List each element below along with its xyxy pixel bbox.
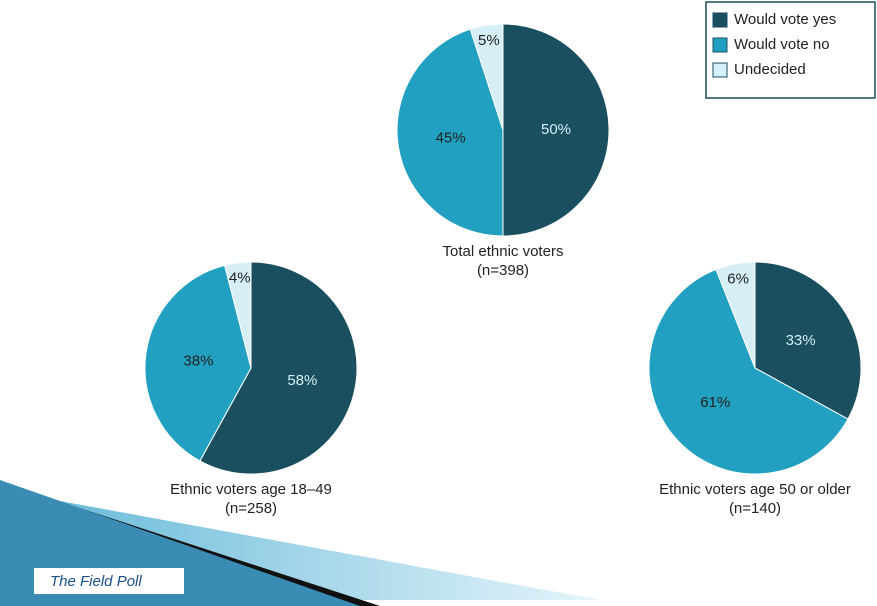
pie-slice: [199, 261, 358, 475]
pie-title: Ethnic voters age 18–49: [170, 481, 332, 498]
pie-subtitle: (n=140): [729, 500, 781, 517]
data-label: 4%: [229, 270, 251, 287]
data-label: 58%: [287, 372, 317, 389]
pie-slice: [144, 264, 252, 462]
data-label: 33%: [786, 332, 816, 349]
legend-swatch: [712, 62, 728, 78]
pie-slice: [715, 261, 756, 369]
data-label: 61%: [700, 394, 730, 411]
pie-title: Ethnic voters age 50 or older: [659, 481, 851, 498]
data-label: 45%: [436, 129, 466, 146]
data-label: 6%: [727, 270, 749, 287]
pie-slice: [502, 23, 610, 237]
pie-title: Total ethnic voters: [443, 243, 564, 260]
footer: The Field Poll: [50, 573, 142, 590]
pie-subtitle: (n=398): [477, 262, 529, 279]
legend-swatch: [712, 37, 728, 53]
data-label: 50%: [541, 121, 571, 138]
data-label: 38%: [183, 352, 213, 369]
pie-subtitle: (n=258): [225, 500, 277, 517]
legend-swatch: [712, 12, 728, 28]
pie-slice: [754, 261, 862, 420]
footer-box: [34, 568, 184, 594]
pie-slice: [469, 23, 504, 131]
legend-label: Would vote no: [734, 36, 830, 53]
pie-slice: [648, 268, 849, 475]
legend: [705, 1, 876, 99]
data-label: 5%: [478, 32, 500, 49]
pie-slice: [224, 261, 252, 369]
legend-label: Would vote yes: [734, 11, 836, 28]
pie-slice: [396, 28, 504, 237]
legend-label: Undecided: [734, 61, 806, 78]
